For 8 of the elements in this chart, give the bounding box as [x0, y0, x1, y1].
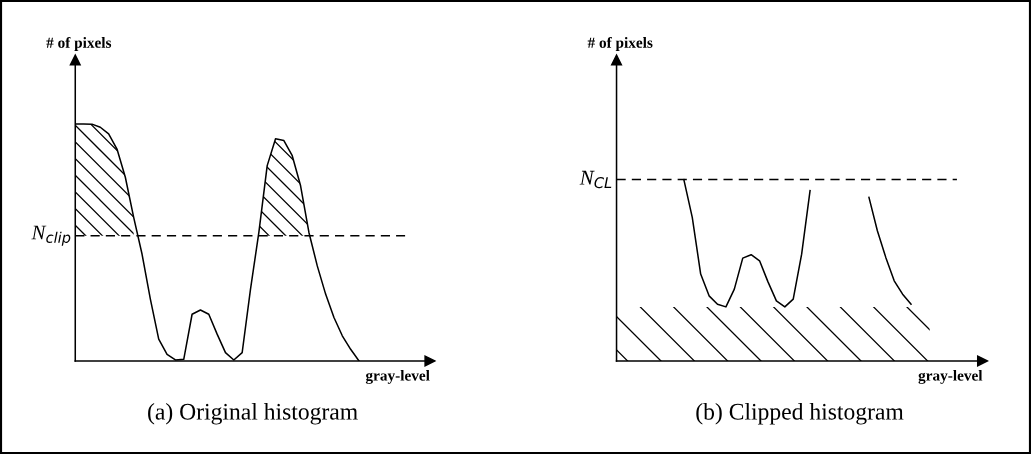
text: (a) Original histogram [148, 403, 358, 425]
ref-line-label: N$_{clip}$ [31, 225, 71, 246]
y-axis-title: # of pixels [587, 36, 653, 51]
text: (b) Clipped histogram [696, 403, 904, 425]
ref-line-label: N$_{CL}$ [579, 170, 612, 189]
y-axis-title: # of pixels [46, 36, 112, 51]
x-axis-title: gray-level [918, 369, 983, 384]
x-axis-title: gray-level [365, 369, 430, 384]
